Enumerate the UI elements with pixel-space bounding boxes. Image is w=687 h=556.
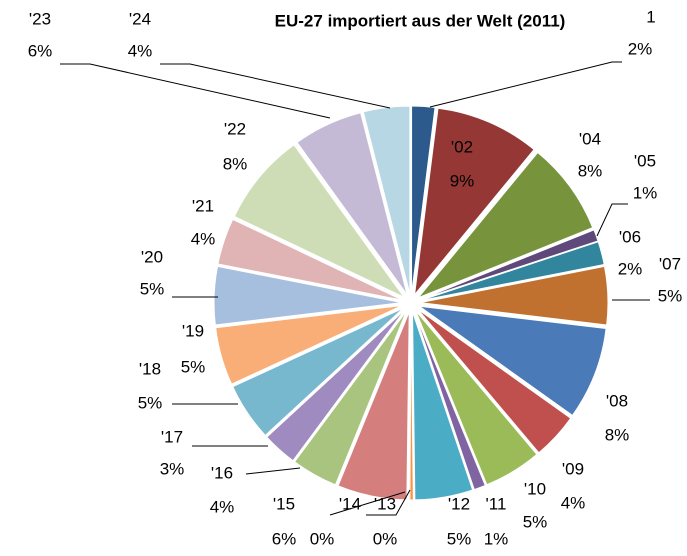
leader-line bbox=[329, 491, 406, 516]
slice-value-label: 5% bbox=[140, 279, 165, 298]
slice-value-label: 8% bbox=[578, 161, 603, 180]
pie-slice bbox=[233, 144, 405, 298]
slice-category: '02 bbox=[451, 137, 473, 156]
slice-value-label: 5% bbox=[138, 393, 163, 412]
slice-value-label: 2% bbox=[628, 39, 653, 58]
pie-slice bbox=[215, 304, 403, 385]
slice-category: '08 bbox=[606, 391, 628, 410]
slice-category: '04 bbox=[579, 129, 601, 148]
slice-category: '20 bbox=[141, 247, 163, 266]
pie-slice bbox=[419, 265, 609, 326]
pie-slice bbox=[337, 311, 410, 501]
slice-value-label: 5% bbox=[447, 529, 472, 548]
pie-slice bbox=[213, 265, 403, 326]
slice-value-label: 8% bbox=[223, 154, 248, 173]
slice-category: '22 bbox=[224, 119, 246, 138]
slice-value-label: 4% bbox=[561, 493, 586, 512]
slice-category: '23 bbox=[29, 9, 51, 28]
pie-slice bbox=[417, 151, 594, 299]
slice-category: '21 bbox=[192, 196, 214, 215]
pie-slice bbox=[293, 310, 408, 486]
pie-slice bbox=[217, 218, 403, 301]
slice-category: '12 bbox=[448, 494, 470, 513]
slice-value-label: 4% bbox=[210, 497, 235, 516]
slice-category: '18 bbox=[139, 359, 161, 378]
slice-value-label: 0% bbox=[310, 529, 335, 548]
slice-category: '15 bbox=[273, 494, 295, 513]
leader-line bbox=[160, 63, 391, 109]
slice-value-label: 9% bbox=[450, 171, 475, 190]
pie-slice bbox=[413, 311, 486, 491]
pie-slice bbox=[415, 310, 538, 486]
slice-category: '14 bbox=[339, 494, 361, 513]
pie-slice bbox=[266, 309, 406, 462]
slice-value-label: 2% bbox=[618, 259, 643, 278]
leader-line bbox=[596, 203, 628, 237]
slice-value-label: 6% bbox=[272, 529, 297, 548]
slice-value-label: 5% bbox=[523, 512, 548, 531]
slice-category: '10 bbox=[524, 479, 546, 498]
slice-category: '06 bbox=[619, 227, 641, 246]
slice-value-label: 0% bbox=[373, 529, 398, 548]
slice-value-label: 3% bbox=[160, 459, 185, 478]
slice-category: '11 bbox=[486, 494, 507, 513]
pie-slice bbox=[419, 305, 607, 417]
slice-category: '13 bbox=[374, 494, 396, 513]
slice-value-label: 5% bbox=[658, 286, 683, 305]
leader-line bbox=[60, 63, 331, 119]
slice-category: '17 bbox=[161, 427, 183, 446]
pie-slice bbox=[413, 107, 535, 297]
pie-slice bbox=[408, 311, 412, 501]
chart-title: EU-27 importiert aus der Welt (2011) bbox=[275, 11, 566, 30]
slice-category: '09 bbox=[562, 459, 584, 478]
pie-slice bbox=[412, 311, 474, 501]
leader-line bbox=[366, 489, 411, 516]
slice-value-label: 1% bbox=[633, 183, 658, 202]
slice-value-label: 8% bbox=[605, 425, 630, 444]
leader-line bbox=[429, 61, 622, 108]
leader-line bbox=[245, 467, 301, 475]
slice-category: '05 bbox=[634, 151, 656, 170]
slice-value-label: 6% bbox=[28, 41, 53, 60]
slice-value-label: 4% bbox=[191, 229, 216, 248]
slice-value-label: 5% bbox=[181, 357, 206, 376]
pie-slice bbox=[232, 307, 404, 437]
slice-value-label: 4% bbox=[128, 41, 153, 60]
slice-category: '07 bbox=[659, 254, 681, 273]
pie-slice bbox=[411, 105, 436, 295]
pie-slice bbox=[419, 241, 605, 302]
pie-slice bbox=[417, 308, 572, 454]
slice-category: '16 bbox=[211, 463, 233, 482]
pie-slice bbox=[296, 112, 408, 296]
slice-category: '19 bbox=[182, 321, 204, 340]
slice-value-label: 1% bbox=[484, 529, 509, 548]
slice-category: 1 bbox=[646, 7, 655, 26]
pie-slice bbox=[419, 229, 599, 301]
slice-category: '24 bbox=[129, 9, 151, 28]
